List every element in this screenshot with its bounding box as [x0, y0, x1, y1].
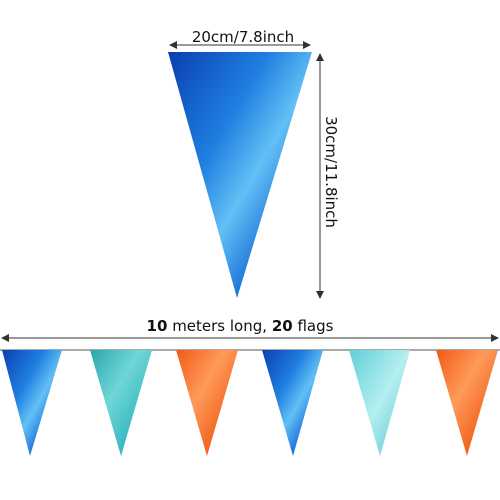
flag [436, 350, 498, 456]
length-text: meters long, [167, 317, 271, 335]
height-label: 30cm/11.8inch [322, 116, 340, 228]
flag [168, 52, 312, 298]
flag [90, 350, 152, 456]
flag [349, 350, 410, 456]
flag [2, 350, 62, 456]
count-text: flags [293, 317, 334, 335]
length-label: 10 meters long, 20 flags [147, 317, 334, 335]
flag [176, 350, 238, 456]
width-label: 20cm/7.8inch [192, 28, 294, 46]
flag [262, 350, 323, 456]
length-number: 10 [147, 317, 168, 335]
flag-count: 20 [272, 317, 293, 335]
